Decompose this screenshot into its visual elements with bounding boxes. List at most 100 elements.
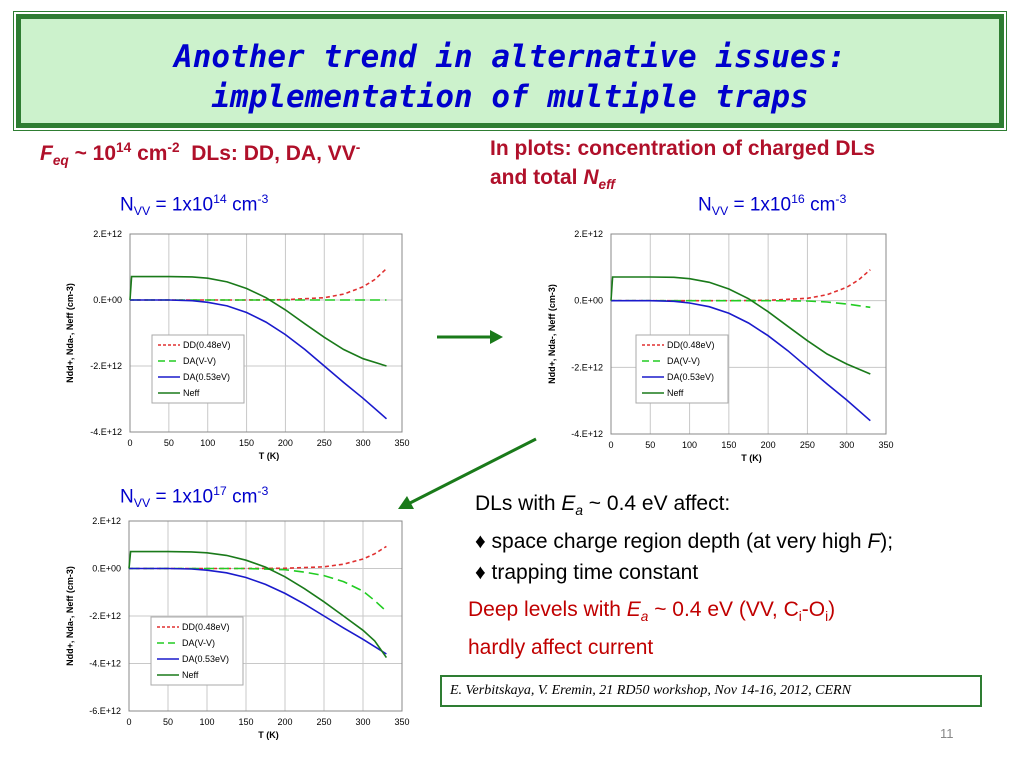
y-tick-label: -2.E+12 [571, 362, 603, 372]
x-tick-label: 0 [608, 440, 613, 450]
ci-subscript: i [798, 609, 802, 625]
legend-box [151, 334, 245, 404]
series-line-da-vv [129, 567, 387, 612]
legend-label: DA(V-V) [667, 356, 700, 366]
x-tick-label: 350 [394, 717, 409, 727]
title-line-2: implementation of multiple traps [211, 79, 809, 115]
ea-symbol: E [561, 492, 576, 515]
x-tick-label: 200 [278, 438, 293, 448]
x-tick-label: 100 [682, 440, 697, 450]
legend-label: DA(V-V) [182, 638, 215, 648]
arrow-diagonal-head [398, 496, 414, 509]
x-tick-label: 100 [200, 438, 215, 448]
plot-frame [128, 520, 403, 712]
nvv-mid: = 1x10 [150, 194, 214, 216]
y-tick-label: -2.E+12 [89, 611, 121, 621]
chart-1: 0 50 100 150 200 250 300 350 2.E+12 0.E+00 -2.E+12… [65, 229, 410, 461]
x-tick-label: 50 [164, 438, 174, 448]
x-tick-label: 50 [645, 440, 655, 450]
series-line-dd [129, 545, 387, 570]
y-tick-label: 2.E+12 [93, 229, 122, 239]
heading-plots-note: In plots: concentration of charged DLs a… [490, 134, 875, 199]
y-axis-label: Ndd+, Nda-, Neff (cm-3) [65, 283, 75, 383]
heading-fluence: Feq ~ 1014 cm-2 DLs: DD, DA, VV- [40, 140, 360, 168]
feq-subscript: eq [52, 153, 69, 169]
x-tick-label: 0 [127, 438, 132, 448]
neff-symbol: N [583, 166, 599, 189]
legend-label: Neff [182, 670, 199, 680]
x-tick-label: 250 [317, 438, 332, 448]
heading-plots-line-1: In plots: concentration of charged DLs [490, 137, 876, 160]
plot-frame [610, 233, 887, 435]
series-line-neff [610, 276, 871, 375]
legend-label: Neff [183, 388, 200, 398]
feq-value: ~ 10 [68, 142, 117, 165]
ea-subscript: a [640, 609, 649, 625]
chart-2: 0 50 100 150 200 250 300 350 2.E+12 0.E+00 -2.E+12… [547, 229, 894, 463]
nvv-exp: 17 [213, 484, 227, 498]
heading-plots-line-2: and total Neff [490, 163, 875, 199]
heading-plots-prefix: and total [490, 166, 584, 189]
x-tick-label: 350 [394, 438, 409, 448]
affects-line-2: ♦ space charge region depth (at very hig… [475, 526, 893, 557]
x-tick-label: 300 [356, 438, 371, 448]
y-tick-label: 0.E+00 [93, 295, 122, 305]
legend-box [150, 616, 244, 686]
nvv-label-1: NVV = 1x1014 cm-3 [120, 192, 268, 218]
dls-list: DLs: DD, DA, VV [179, 142, 356, 165]
y-tick-label: 0.E+00 [92, 564, 121, 574]
text-affects-block: DLs with Ea ~ 0.4 eV affect: ♦ space cha… [475, 488, 893, 588]
x-tick-label: 150 [721, 440, 736, 450]
legend-label: DD(0.48eV) [182, 622, 230, 632]
nvv-exp: 16 [791, 192, 805, 206]
affects-suffix: ~ 0.4 eV affect: [582, 492, 731, 515]
x-tick-label: 300 [839, 440, 854, 450]
x-tick-label: 0 [126, 717, 131, 727]
x-tick-label: 350 [878, 440, 893, 450]
reference-box: E. Verbitskaya, V. Eremin, 21 RD50 works… [440, 675, 982, 707]
x-axis-label: T (K) [741, 453, 762, 463]
nvv-sub: VV [133, 204, 151, 219]
title-box: Another trend in alternative issues: imp… [13, 11, 1007, 131]
y-axis-label: Ndd+, Nda-, Neff (cm-3) [547, 284, 557, 384]
x-tick-label: 50 [163, 717, 173, 727]
series-line-da-053 [130, 299, 388, 420]
nvv-unit-exp: -3 [835, 192, 847, 206]
nvv-sub: VV [711, 204, 729, 219]
deep-prefix: Deep levels with [468, 598, 627, 621]
oi-subscript: i [825, 609, 829, 625]
y-tick-label: -4.E+12 [89, 659, 121, 669]
x-tick-label: 250 [316, 717, 331, 727]
arrow-right-head [490, 330, 503, 344]
legend-label: DA(0.53eV) [182, 654, 229, 664]
y-tick-label: -4.E+12 [571, 429, 603, 439]
x-axis-label: T (K) [258, 730, 279, 740]
y-tick-label: 2.E+12 [574, 229, 603, 239]
slide-number: 11 [940, 726, 954, 741]
series-line-dd [611, 269, 871, 302]
title-line-1: Another trend in alternative issues: [174, 39, 846, 75]
ea-subscript: a [575, 503, 583, 519]
neff-subscript: eff [598, 177, 615, 193]
nvv-pre: N [120, 486, 134, 508]
feq-unit: cm [131, 142, 168, 165]
x-tick-label: 200 [761, 440, 776, 450]
y-tick-label: -6.E+12 [89, 706, 121, 716]
x-tick-label: 300 [355, 717, 370, 727]
deep-mid: ~ 0.4 eV (VV, C [648, 598, 799, 621]
legend-label: Neff [667, 388, 684, 398]
series-line-da-053 [129, 567, 387, 655]
nvv-sub: VV [133, 496, 151, 511]
x-axis-label: T (K) [259, 451, 280, 461]
affects-line-1: DLs with Ea ~ 0.4 eV affect: [475, 488, 893, 526]
current-line-2: hardly affect current [468, 636, 654, 660]
series-line-dd [130, 268, 388, 301]
feq-exponent: 14 [116, 140, 132, 155]
deep-end: ) [828, 598, 836, 621]
legend-label: DA(V-V) [183, 356, 216, 366]
y-axis-label: Ndd+, Nda-, Neff (cm-3) [65, 566, 75, 666]
affects-line-3: ♦ trapping time constant [475, 561, 699, 585]
ea-symbol: E [626, 598, 641, 621]
scr-prefix: ♦ space charge region depth (at very hig… [475, 530, 868, 554]
